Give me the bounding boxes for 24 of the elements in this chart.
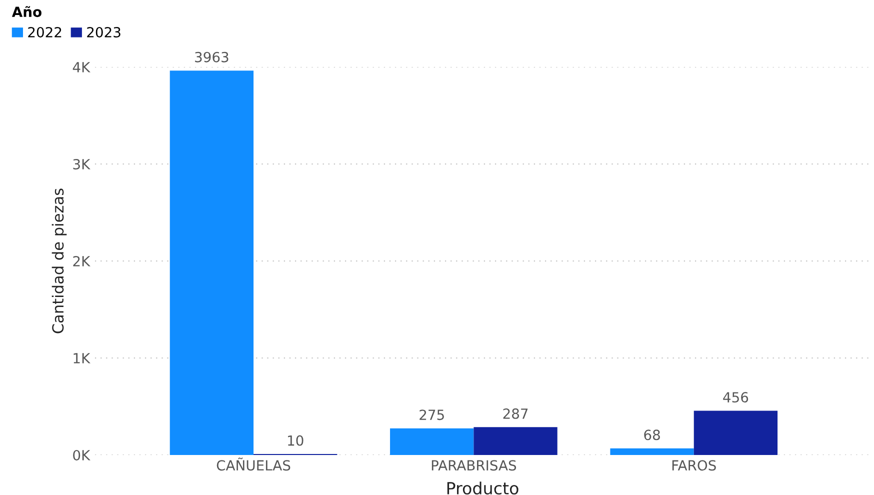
x-tick-label: FAROS: [672, 460, 716, 471]
data-label: 10: [288, 435, 304, 446]
data-label: 456: [723, 392, 748, 403]
y-tick-label: 1K: [74, 353, 90, 364]
bar: [694, 410, 778, 455]
bar: [170, 70, 254, 455]
data-label: 68: [644, 430, 660, 440]
bar: [390, 428, 474, 455]
legend-title: Año: [12, 6, 42, 18]
bar: [474, 427, 558, 455]
data-label: 275: [420, 410, 444, 420]
legend-label: 2023: [87, 26, 120, 38]
y-tick-label: 3K: [73, 158, 90, 170]
x-axis-title: Producto: [447, 482, 518, 495]
legend-label: 2022: [28, 26, 62, 38]
x-tick-label: CAÑUELAS: [216, 458, 290, 471]
data-label: 287: [503, 408, 528, 419]
y-tick-label: 2K: [73, 256, 90, 266]
y-tick-label: 4K: [72, 62, 90, 72]
data-label: 3963: [195, 52, 228, 62]
x-tick-label: PARABRISAS: [432, 460, 516, 471]
y-tick-label: 0K: [73, 450, 90, 460]
y-axis-title: Cantidad de piezas: [52, 188, 67, 334]
bar: [610, 448, 694, 455]
